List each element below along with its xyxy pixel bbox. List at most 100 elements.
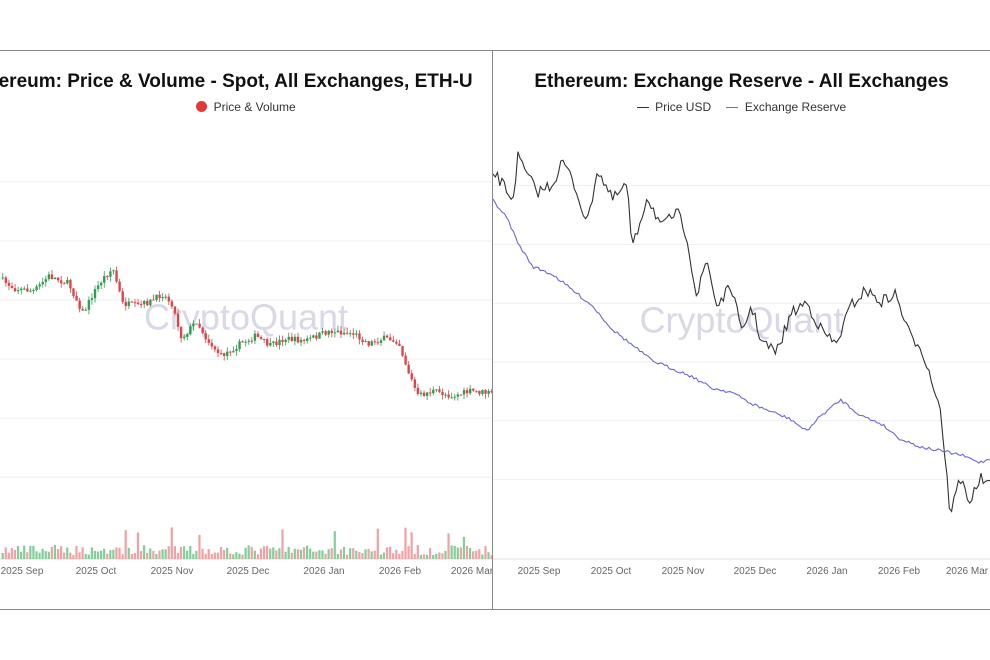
volume-bar — [339, 549, 343, 559]
chart-title: Ethereum: Price & Volume - Spot, All Exc… — [0, 71, 473, 92]
candle-body — [478, 390, 481, 394]
candle-body — [361, 339, 364, 343]
exchange-reserve-chart-panel: CryptoQuant 2025 Sep 2025 Oct 2025 Nov 2025 … — [492, 50, 990, 610]
x-tick-label: 2026 Jan — [806, 566, 847, 577]
volume-bar — [84, 553, 87, 559]
candle-body — [10, 285, 14, 289]
candle-body — [72, 288, 75, 296]
candle-body — [47, 274, 51, 280]
candle-body — [130, 301, 134, 303]
volume-bar — [370, 551, 373, 559]
volume-bar — [103, 548, 106, 559]
volume-bar — [456, 547, 459, 559]
candle-body — [26, 288, 29, 292]
volume-bar — [127, 547, 130, 559]
volume-bar — [109, 550, 112, 559]
volume-bar — [293, 548, 296, 559]
candle-body — [262, 338, 266, 340]
candle-body — [136, 302, 140, 304]
candle-body — [118, 281, 121, 292]
candle-body — [173, 306, 177, 314]
candle-body — [164, 296, 167, 298]
volume-bar — [352, 548, 355, 559]
candle-body — [272, 341, 275, 343]
volume-bar — [410, 532, 413, 559]
volume-bar — [253, 550, 256, 559]
candle-body — [296, 336, 300, 343]
volume-bar — [367, 548, 370, 559]
candle-body — [429, 392, 432, 394]
candle-body — [29, 290, 32, 292]
legend-item-price-volume[interactable]: Price & Volume — [196, 100, 296, 114]
volume-bar — [272, 547, 275, 559]
volume-bar — [115, 547, 118, 559]
volume-bar — [72, 554, 75, 559]
volume-bar — [226, 547, 229, 559]
legend-item-exchange-reserve[interactable]: Exchange Reserve — [726, 100, 846, 114]
series-line-exchange-reserve — [493, 198, 990, 464]
x-tick-label: 2025 Oct — [591, 566, 632, 577]
volume-bar — [118, 547, 121, 559]
candle-body — [253, 333, 257, 341]
legend-line-icon — [726, 107, 739, 108]
candle-body — [167, 296, 171, 302]
candle-body — [53, 277, 57, 280]
watermark: CryptoQuant — [144, 297, 348, 338]
chart-legend: Price & Volume — [0, 100, 492, 114]
volume-bar — [250, 546, 253, 559]
candle-body — [475, 390, 478, 392]
volume-bar — [96, 551, 100, 559]
candle-body — [56, 277, 60, 281]
volume-bar — [146, 552, 149, 559]
candle-body — [106, 276, 109, 278]
volume-bar — [398, 553, 401, 559]
candle-body — [1, 277, 4, 279]
candle-body — [370, 341, 373, 346]
volume-bar — [441, 553, 444, 559]
candle-body — [121, 291, 124, 302]
candle-body — [309, 337, 312, 339]
volume-bar — [355, 550, 358, 559]
candle-body — [204, 333, 207, 340]
candle-body — [207, 339, 210, 343]
candle-body — [222, 353, 226, 356]
volume-bar — [259, 548, 263, 559]
volume-bar — [364, 549, 367, 559]
volume-bar — [379, 554, 382, 559]
candle-body — [376, 342, 380, 344]
candle-body — [302, 339, 306, 341]
candle-body — [201, 327, 204, 334]
volume-bar — [170, 527, 173, 559]
candle-body — [226, 351, 229, 356]
candle-body — [241, 341, 244, 343]
candle-body — [235, 348, 238, 351]
candle-body — [422, 392, 426, 396]
volume-bar — [56, 549, 60, 559]
volume-bar — [345, 554, 349, 559]
candle-body — [158, 294, 161, 299]
volume-bar — [35, 551, 38, 559]
x-tick-label: 2025 Dec — [227, 566, 270, 577]
volume-bar — [435, 553, 438, 559]
candle-body — [389, 337, 392, 341]
legend-item-price-usd[interactable]: Price USD — [636, 100, 711, 114]
volume-bar — [1, 552, 4, 559]
candle-body — [456, 394, 460, 397]
volume-bar — [23, 545, 26, 559]
candle-body — [416, 387, 420, 395]
candle-body — [63, 283, 66, 285]
candle-body — [155, 294, 158, 300]
candle-body — [324, 331, 327, 335]
candle-body — [352, 333, 355, 335]
volume-bar — [438, 552, 441, 559]
candle-body — [398, 343, 401, 347]
candle-body — [306, 338, 309, 341]
candle-body — [447, 394, 450, 398]
volume-bar — [333, 531, 336, 559]
legend-label: Exchange Reserve — [744, 100, 847, 114]
candle-body — [438, 389, 441, 392]
candle-body — [336, 330, 340, 333]
volume-bar — [13, 549, 17, 559]
candle-body — [170, 301, 174, 307]
volume-bar — [87, 554, 90, 559]
